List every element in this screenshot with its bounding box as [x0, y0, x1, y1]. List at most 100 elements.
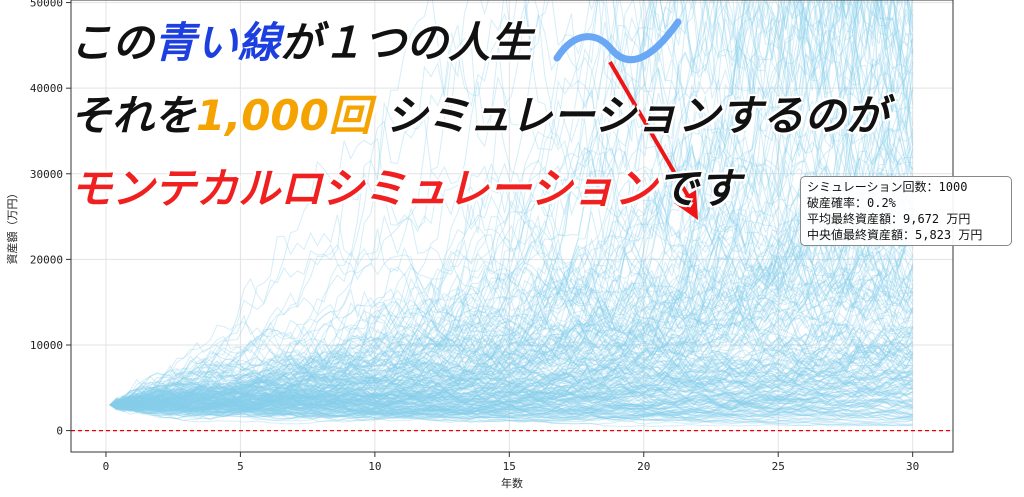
- simulation-path: [109, 213, 913, 414]
- simulation-path: [109, 394, 913, 418]
- simulation-path: [109, 189, 914, 411]
- simulation-path: [109, 0, 913, 406]
- simulation-path: [109, 276, 914, 411]
- simulation-path: [109, 0, 914, 408]
- simulation-paths: [109, 0, 914, 428]
- simulation-path: [109, 378, 913, 410]
- simulation-path: [109, 0, 914, 408]
- x-tick-label: 25: [772, 460, 785, 473]
- simulation-path: [109, 347, 913, 406]
- simulation-path: [109, 236, 914, 410]
- simulation-path: [109, 242, 913, 406]
- simulation-path: [109, 44, 914, 406]
- simulation-path: [109, 277, 913, 417]
- simulation-path: [109, 283, 914, 409]
- simulation-path: [110, 364, 913, 416]
- stats-runs: シミュレーション回数：1000: [807, 180, 968, 194]
- simulation-path: [109, 0, 914, 406]
- simulation-path: [109, 0, 914, 415]
- headline-line-3-post: です: [656, 164, 741, 213]
- simulation-path: [109, 320, 913, 413]
- simulation-path: [109, 0, 914, 407]
- simulation-path: [109, 391, 913, 427]
- x-tick-label: 10: [368, 460, 381, 473]
- simulation-path: [109, 203, 914, 406]
- simulation-path: [109, 204, 914, 413]
- simulation-path: [109, 104, 913, 417]
- headline-line-3-highlight: モンテカルロシミュレーション: [70, 164, 657, 213]
- simulation-path: [109, 363, 913, 413]
- simulation-path: [109, 285, 914, 407]
- simulation-path: [109, 0, 914, 410]
- simulation-path: [109, 325, 913, 406]
- simulation-path: [109, 243, 913, 412]
- simulation-path: [109, 0, 914, 407]
- simulation-path: [109, 340, 913, 411]
- simulation-path: [109, 219, 913, 406]
- headline-line-1-pre: この: [70, 18, 155, 67]
- simulation-path: [109, 72, 914, 422]
- simulation-path: [109, 64, 914, 407]
- simulation-path: [109, 0, 914, 412]
- simulation-path: [109, 0, 914, 412]
- simulation-path: [109, 309, 913, 412]
- simulation-path: [109, 382, 913, 421]
- simulation-path: [109, 321, 913, 409]
- simulation-path: [109, 399, 913, 422]
- stats-ruin-rate: 破産確率：0.2%: [807, 196, 896, 210]
- y-tick-label: 0: [56, 425, 63, 438]
- simulation-path: [109, 265, 914, 412]
- simulation-path: [109, 348, 914, 409]
- simulation-path: [109, 369, 913, 420]
- simulation-path: [109, 184, 914, 409]
- simulation-path: [109, 264, 913, 407]
- simulation-path: [109, 398, 913, 417]
- simulation-path: [109, 0, 914, 407]
- simulation-path: [109, 0, 914, 414]
- simulation-path: [109, 382, 913, 412]
- simulation-path: [109, 337, 913, 411]
- simulation-path: [109, 389, 913, 418]
- simulation-path: [109, 389, 913, 419]
- simulation-path: [109, 247, 914, 410]
- simulation-path: [109, 0, 914, 416]
- blue-wave-decoration: [553, 18, 682, 63]
- simulation-path: [109, 217, 914, 410]
- simulation-path: [109, 340, 913, 413]
- simulation-path: [109, 48, 914, 407]
- simulation-path: [109, 385, 913, 415]
- simulation-path: [109, 367, 914, 415]
- simulation-path: [109, 254, 913, 421]
- x-tick-label: 5: [237, 460, 244, 473]
- simulation-path: [109, 328, 914, 407]
- simulation-path: [109, 375, 914, 420]
- simulation-path: [109, 167, 913, 414]
- simulation-path: [109, 379, 914, 410]
- simulation-path: [110, 0, 914, 408]
- simulation-path: [109, 54, 914, 408]
- simulation-path: [109, 68, 914, 408]
- headline-line-2: それを1,000回 シミュレーションするのが: [70, 95, 888, 137]
- simulation-path: [109, 322, 914, 407]
- simulation-path: [109, 322, 913, 409]
- simulation-path: [109, 331, 914, 418]
- simulation-path: [109, 331, 913, 407]
- simulation-path: [109, 389, 913, 419]
- simulation-path: [109, 121, 914, 406]
- simulation-path: [109, 349, 913, 416]
- simulation-path: [109, 233, 914, 410]
- simulation-path: [109, 375, 913, 417]
- simulation-path: [109, 403, 913, 423]
- simulation-path: [109, 367, 913, 416]
- simulation-path: [109, 209, 914, 408]
- simulation-path: [109, 377, 913, 422]
- simulation-path: [109, 278, 913, 412]
- simulation-path: [109, 0, 902, 406]
- y-tick-label: 10000: [30, 339, 63, 352]
- x-axis-ticks: 0 5 10 15 20 25 30: [103, 452, 919, 473]
- simulation-path: [109, 171, 914, 408]
- simulation-path: [109, 398, 913, 420]
- simulation-path: [109, 391, 914, 418]
- y-tick-label: 40000: [30, 82, 63, 95]
